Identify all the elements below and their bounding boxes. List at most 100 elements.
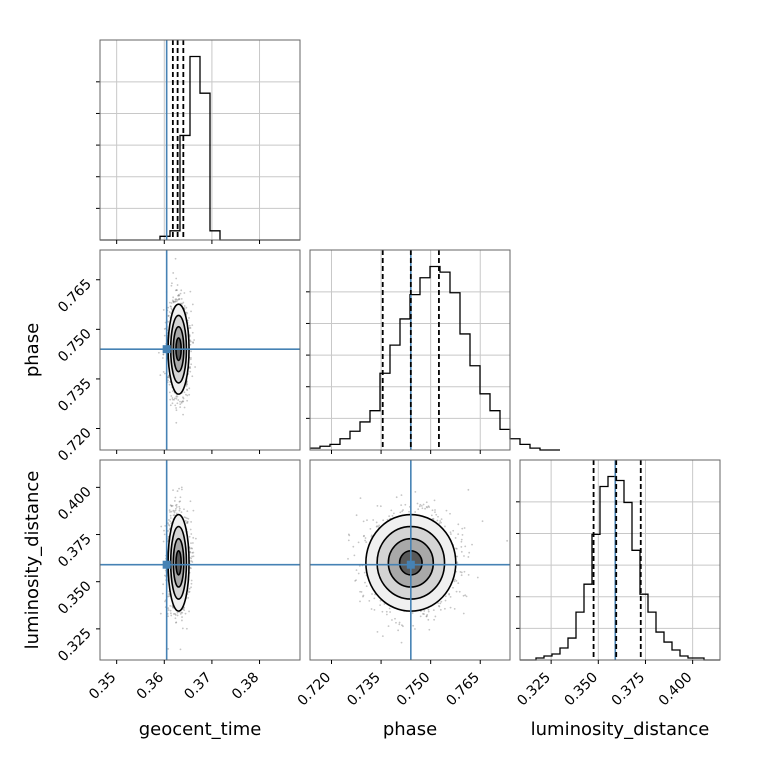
- scatter-point: [173, 397, 176, 400]
- panel-frame: [99, 39, 301, 241]
- scatter-point: [464, 545, 467, 548]
- scatter-point: [180, 511, 183, 514]
- scatter-point: [162, 583, 165, 586]
- scatter-point: [348, 534, 351, 537]
- contour-line: [172, 537, 185, 588]
- scatter-point: [178, 500, 181, 503]
- scatter-point: [174, 300, 177, 303]
- scatter-point: [174, 289, 177, 292]
- scatter-point: [171, 299, 174, 302]
- scatter-point: [167, 320, 169, 323]
- scatter-point: [378, 524, 380, 527]
- scatter-point: [185, 393, 187, 396]
- scatter-point: [189, 343, 192, 346]
- scatter-point: [460, 574, 463, 577]
- scatter-point: [381, 635, 384, 638]
- x-tick-label: 0.720: [295, 670, 335, 710]
- scatter-point: [188, 590, 191, 593]
- scatter-point: [395, 496, 398, 499]
- scatter-point: [400, 641, 403, 644]
- scatter-point: [422, 503, 425, 506]
- scatter-point: [354, 579, 357, 582]
- scatter-point: [175, 621, 177, 624]
- scatter-point: [364, 581, 366, 584]
- scatter-point: [419, 503, 422, 506]
- scatter-point: [185, 383, 188, 386]
- scatter-point: [173, 510, 176, 513]
- scatter-point: [169, 520, 172, 523]
- scatter-point: [400, 494, 403, 497]
- scatter-point: [375, 525, 378, 528]
- scatter-point: [375, 521, 378, 524]
- scatter-point: [168, 519, 170, 521]
- scatter-point: [189, 500, 192, 503]
- scatter-point: [170, 395, 173, 397]
- scatter-point: [455, 547, 458, 550]
- scatter-point: [177, 298, 180, 301]
- scatter-point: [162, 309, 165, 311]
- scatter-point: [365, 585, 368, 588]
- scatter-point: [190, 533, 193, 535]
- scatter-point: [176, 490, 179, 492]
- scatter-point: [188, 393, 191, 396]
- scatter-point: [179, 400, 181, 403]
- scatter-point: [373, 608, 376, 611]
- scatter-point: [189, 370, 192, 373]
- density-fill: [175, 550, 182, 575]
- scatter-point: [170, 284, 173, 287]
- hist-panel-geocent_time: [96, 39, 301, 241]
- scatter-point: [178, 293, 180, 296]
- scatter-point: [347, 557, 349, 560]
- density-panel-phase-luminosity_distance: [309, 459, 511, 661]
- scatter-point: [177, 294, 180, 297]
- scatter-point: [172, 300, 175, 303]
- x-axis-label-luminosity-distance: luminosity_distance: [531, 719, 710, 740]
- scatter-point: [426, 506, 429, 509]
- scatter-point: [398, 623, 401, 626]
- scatter-point: [456, 555, 459, 558]
- scatter-point: [370, 534, 373, 537]
- scatter-point: [189, 339, 192, 342]
- scatter-point: [362, 535, 365, 538]
- scatter-point: [176, 284, 179, 286]
- scatter-point: [190, 560, 193, 562]
- scatter-point: [172, 296, 175, 299]
- scatter-point: [190, 547, 193, 549]
- scatter-point: [182, 301, 185, 304]
- scatter-point: [455, 547, 457, 550]
- scatter-point: [456, 561, 459, 564]
- scatter-point: [182, 396, 184, 399]
- scatter-point: [452, 529, 455, 532]
- scatter-point: [414, 490, 417, 493]
- scatter-point: [164, 524, 167, 527]
- scatter-point: [162, 540, 165, 543]
- scatter-point: [189, 358, 192, 361]
- density-panel-geocent_time-luminosity_distance: [99, 459, 301, 661]
- scatter-point: [183, 508, 185, 511]
- y-tick-label: 0.350: [55, 578, 95, 618]
- scatter-point: [194, 366, 197, 368]
- scatter-point: [428, 506, 430, 509]
- scatter-point: [172, 300, 175, 303]
- scatter-point: [364, 539, 366, 542]
- scatter-point: [186, 394, 189, 397]
- scatter-point: [168, 595, 171, 598]
- scatter-point: [174, 504, 177, 507]
- scatter-point: [376, 525, 379, 527]
- scatter-point: [188, 326, 191, 329]
- scatter-point: [173, 514, 176, 517]
- x-axis-label-geocent-time: geocent_time: [139, 719, 262, 740]
- scatter-point: [436, 519, 439, 522]
- scatter-point: [453, 580, 456, 583]
- scatter-point: [183, 609, 186, 611]
- scatter-point: [427, 610, 430, 613]
- panel-background: [100, 460, 300, 660]
- panel-content: [100, 250, 300, 450]
- scatter-point: [168, 311, 171, 313]
- scatter-point: [162, 371, 165, 373]
- x-tick-label: 0.375: [609, 670, 649, 710]
- scatter-point: [417, 508, 420, 511]
- scatter-point: [185, 627, 188, 630]
- scatter-point: [174, 300, 177, 303]
- scatter-point: [444, 607, 446, 610]
